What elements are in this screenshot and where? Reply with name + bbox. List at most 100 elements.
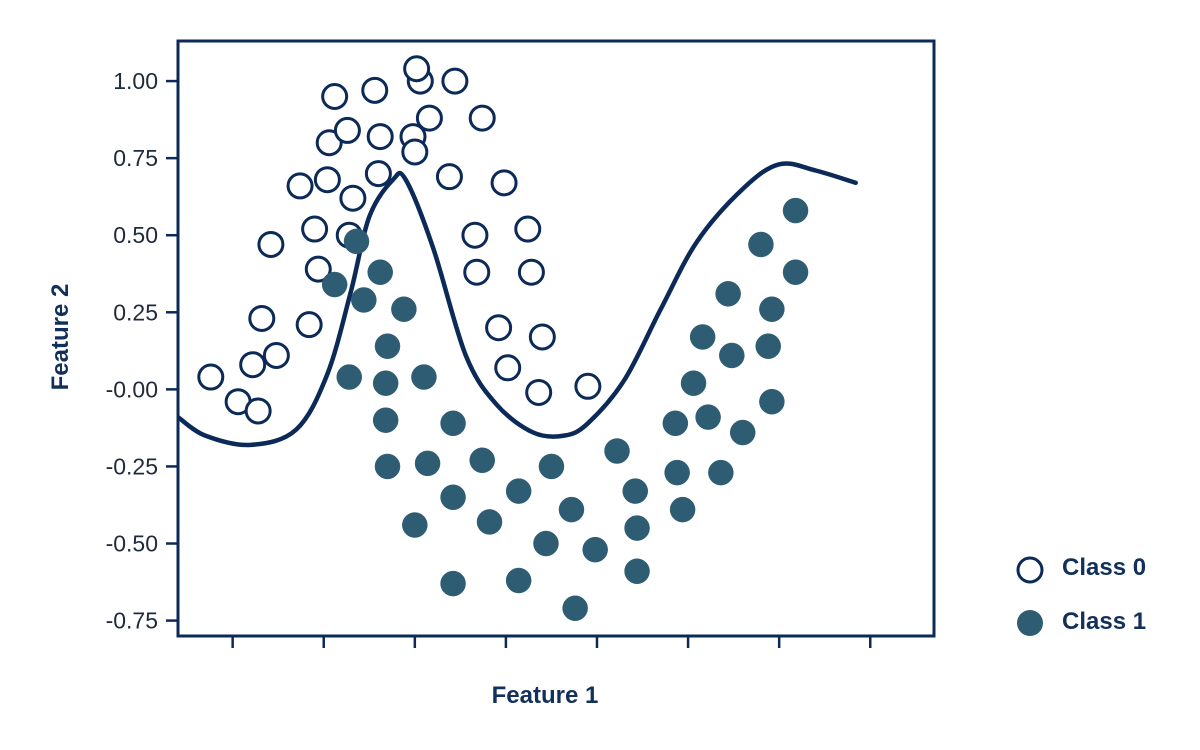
class1-point <box>505 567 532 594</box>
class0-point <box>366 123 394 151</box>
class0-point <box>295 311 323 339</box>
y-tick-label: 0.50 <box>113 222 158 248</box>
class0-point <box>441 67 469 95</box>
class1-point <box>748 231 774 258</box>
class0-point <box>403 55 431 83</box>
class0-point <box>463 258 491 286</box>
class0-point <box>321 82 349 110</box>
class0-point <box>304 255 332 283</box>
x-axis <box>231 636 872 648</box>
class1-point <box>719 342 745 369</box>
class1-point <box>624 515 650 541</box>
class1-point <box>680 370 707 396</box>
class0-point <box>528 323 556 351</box>
class1-point <box>374 453 401 480</box>
y-axis: 1.00 0.75 0.50 0.25 -0.00 -0.25 -0.50 -0.75 <box>106 68 178 634</box>
class1-point <box>533 530 559 557</box>
y-tick-label: 1.00 <box>113 68 158 94</box>
class1-point <box>374 333 401 359</box>
class1-point <box>367 259 393 285</box>
legend: Class 0 Class 1 <box>1016 554 1146 636</box>
class0-point <box>313 166 341 194</box>
class1-point <box>336 364 362 390</box>
class1-point <box>755 333 781 359</box>
y-tick-label: -0.50 <box>106 531 158 557</box>
class0-point <box>301 215 329 243</box>
class1-point <box>662 410 689 437</box>
class1-point <box>759 296 785 322</box>
class0-point <box>415 104 443 132</box>
class1-point <box>469 447 495 474</box>
class0-point <box>517 258 545 286</box>
class1-point <box>729 419 756 446</box>
class1-point <box>351 287 377 313</box>
y-tick-label: -0.25 <box>106 453 158 479</box>
class1-point <box>582 536 608 563</box>
class0-point <box>244 397 272 425</box>
plot-frame <box>176 39 936 638</box>
class0-point <box>494 354 522 382</box>
x-axis-title: Feature 1 <box>492 682 599 709</box>
class1-point <box>440 410 466 437</box>
legend-class1-label: Class 1 <box>1062 608 1146 635</box>
decision-boundary-line <box>178 161 858 448</box>
class1-point <box>372 370 399 396</box>
y-axis-title: Feature 2 <box>47 284 74 391</box>
legend-class1-marker <box>1017 610 1043 636</box>
class1-point <box>715 281 741 307</box>
class0-point <box>239 351 267 379</box>
class1-point <box>414 450 441 477</box>
legend-class0-marker <box>1016 556 1044 584</box>
class1-point <box>476 509 503 535</box>
class1-point <box>321 271 348 298</box>
class0-point <box>461 221 489 249</box>
y-tick-label: 0.75 <box>113 145 158 171</box>
class1-point <box>562 595 588 622</box>
class0-point <box>248 304 276 332</box>
class0-point <box>361 76 389 104</box>
class0-point <box>525 378 553 406</box>
class1-point <box>689 324 716 350</box>
y-tick-label: -0.75 <box>106 608 158 634</box>
class1-point <box>604 438 630 464</box>
y-tick-label: 0.25 <box>113 299 158 325</box>
class0-point <box>315 129 343 157</box>
data-points-layer <box>197 55 809 622</box>
class0-point <box>339 184 367 212</box>
class1-point <box>391 296 417 322</box>
class1-point <box>664 459 690 486</box>
plot-area <box>178 55 858 622</box>
class1-point <box>708 459 734 486</box>
class1-point <box>622 478 648 504</box>
class1-point <box>695 404 721 430</box>
class1-point <box>402 512 428 538</box>
class1-point <box>782 259 809 285</box>
class1-point <box>440 484 466 511</box>
class0-point <box>257 230 285 258</box>
class0-point <box>490 169 518 197</box>
class1-point <box>759 388 785 415</box>
class1-point <box>624 558 650 585</box>
class1-point <box>782 197 809 224</box>
class0-point <box>364 160 392 188</box>
class0-point <box>514 215 542 243</box>
class1-point <box>440 570 466 597</box>
class1-point <box>558 496 585 523</box>
class1-point <box>411 364 437 390</box>
class0-point <box>286 172 314 200</box>
class1-point <box>669 496 696 523</box>
class0-point <box>485 314 513 342</box>
class0-point <box>262 341 290 369</box>
class1-point <box>538 453 565 480</box>
class0-point <box>468 104 496 132</box>
class1-point <box>505 478 532 504</box>
class0-point <box>197 363 225 391</box>
legend-class0-label: Class 0 <box>1062 554 1146 581</box>
class1-point <box>343 228 370 255</box>
class0-point <box>574 372 602 400</box>
class0-point <box>401 138 429 166</box>
class0-point <box>333 116 361 144</box>
y-tick-label: -0.00 <box>106 376 158 402</box>
class1-point <box>372 407 399 433</box>
